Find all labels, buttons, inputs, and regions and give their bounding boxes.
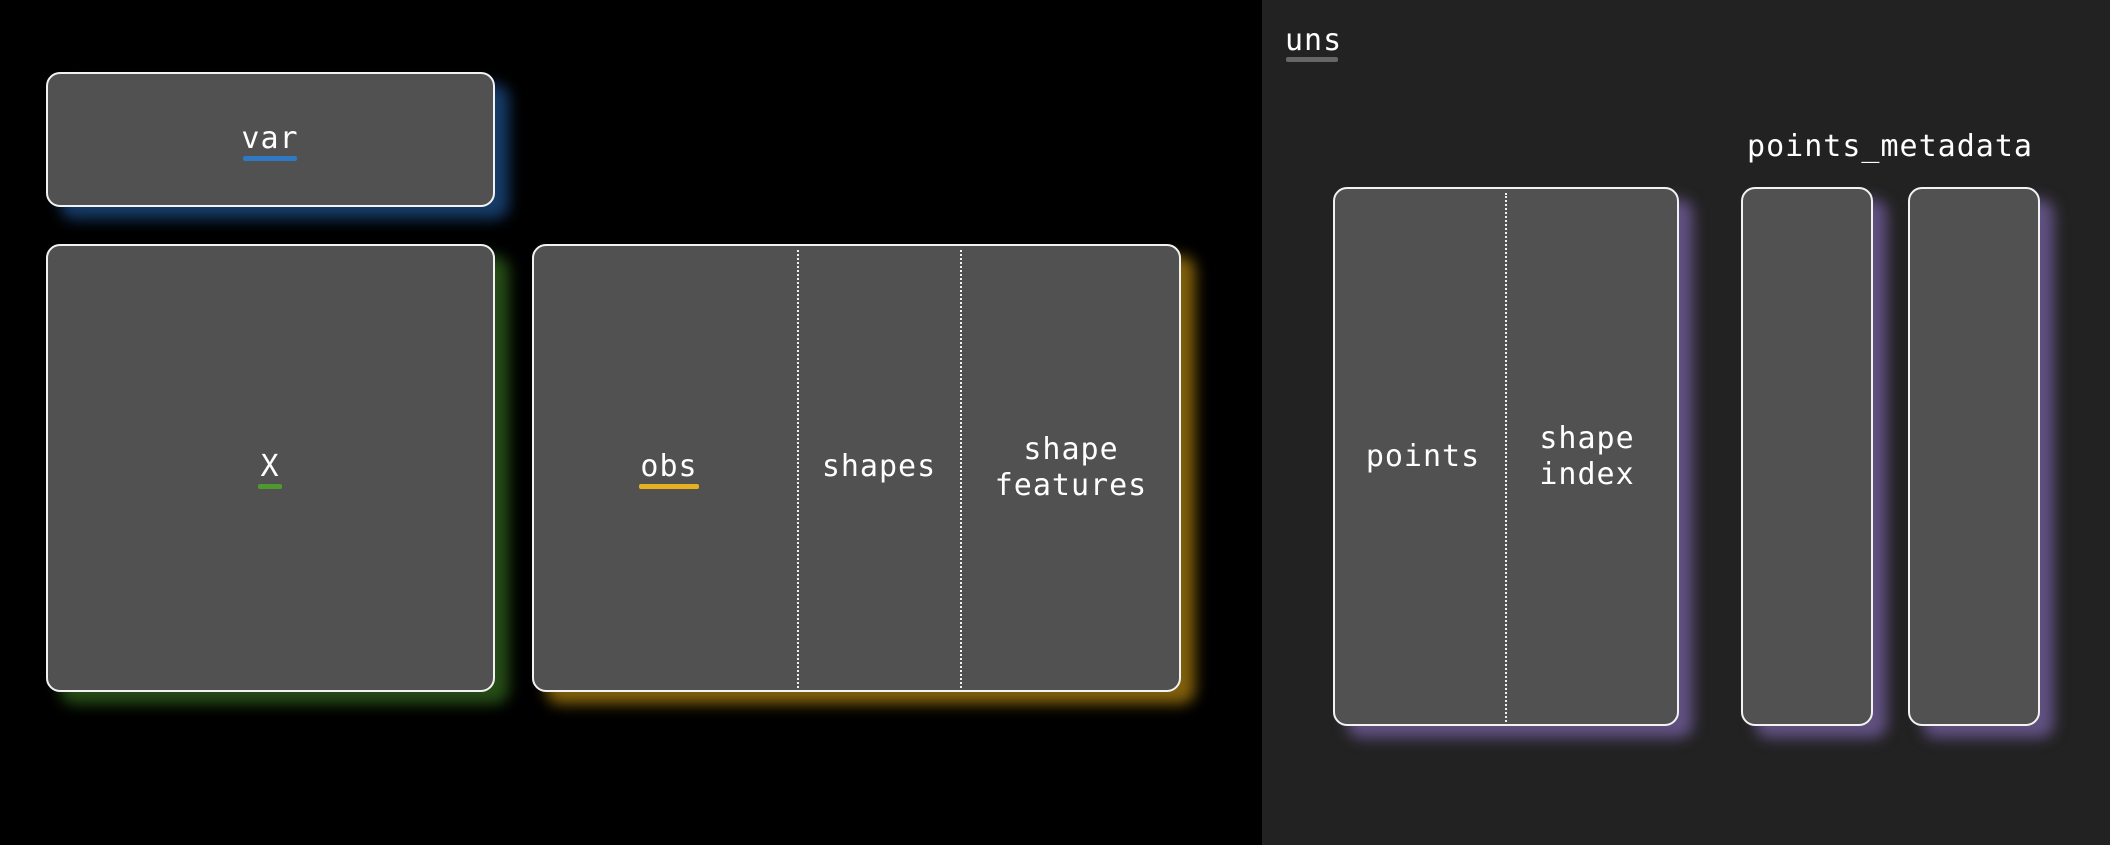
obs-underline (639, 484, 699, 489)
obs-block (532, 244, 1181, 692)
shape-features-line1: shape (1023, 432, 1119, 467)
uns-label: uns (1285, 23, 1343, 58)
uns-underline (1286, 57, 1338, 62)
shapes-label: shapes (821, 449, 937, 484)
main-panel: var X obs shapes shape features (46, 72, 1181, 692)
points-label: points (1365, 439, 1481, 474)
points-metadata-label: points_metadata (1747, 129, 2033, 164)
points-index-divider (1505, 193, 1507, 722)
obs-shapes-divider (797, 250, 799, 688)
var-underline (243, 156, 297, 161)
points-metadata-column-1 (1741, 187, 1873, 726)
shape-index-line1: shape (1539, 421, 1635, 456)
x-underline (258, 484, 282, 489)
var-block (46, 72, 495, 207)
shapes-features-divider (960, 250, 962, 688)
uns-panel: uns points_metadata points shape index (1262, 0, 2110, 845)
shape-index-line2: index (1539, 457, 1635, 492)
shape-index-label: shape index (1539, 421, 1634, 493)
obs-label: obs (640, 449, 698, 484)
shape-features-label: shape features (995, 432, 1148, 504)
points-metadata-column-2 (1908, 187, 2040, 726)
shape-features-line2: features (994, 468, 1148, 503)
x-block (46, 244, 495, 692)
x-label: X (260, 449, 280, 484)
var-label: var (241, 121, 299, 156)
